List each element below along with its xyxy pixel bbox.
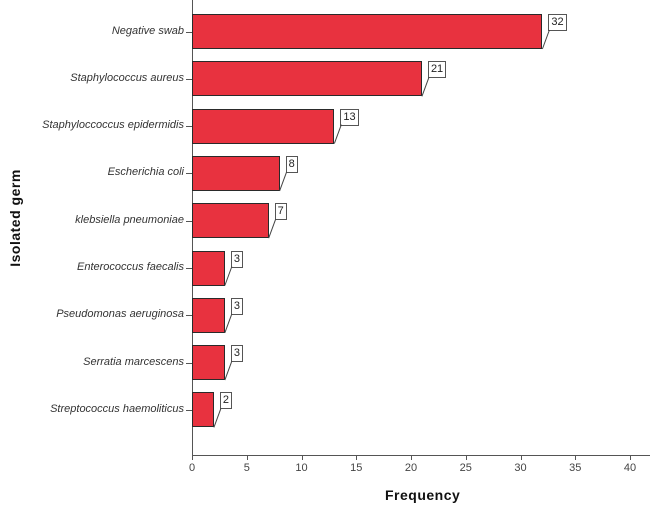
x-axis <box>192 455 650 456</box>
category-label: Pseudomonas aeruginosa <box>56 308 184 321</box>
bar <box>192 297 225 333</box>
x-tick-label: 25 <box>459 462 472 474</box>
bar <box>192 345 225 381</box>
y-tick <box>186 315 192 317</box>
y-axis-title: Isolated germ <box>7 169 23 267</box>
category-label: Staphyloccoccus epidermidis <box>42 119 184 132</box>
data-label: 3 <box>230 297 243 315</box>
x-tick <box>630 455 631 460</box>
x-tick <box>575 455 577 460</box>
bar <box>192 14 543 49</box>
bar <box>192 108 335 144</box>
bar <box>192 61 422 97</box>
bar <box>192 392 214 428</box>
category-label: Streptococcus haemoliticus <box>50 402 184 415</box>
data-label: 3 <box>230 345 243 363</box>
data-label: 8 <box>285 155 298 173</box>
category-label: Serratia marcescens <box>83 355 184 368</box>
y-tick <box>186 173 192 175</box>
y-tick <box>186 31 192 33</box>
bar <box>192 155 280 191</box>
x-tick-label: 0 <box>188 462 196 474</box>
x-tick <box>356 455 358 460</box>
data-label: 21 <box>427 61 447 79</box>
x-tick <box>246 455 248 460</box>
data-label: 7 <box>274 203 287 221</box>
x-axis-title: Frequency <box>385 487 461 503</box>
x-tick-label: 10 <box>295 462 308 474</box>
x-tick-label: 20 <box>404 462 418 474</box>
x-tick <box>465 455 467 460</box>
x-tick <box>520 455 522 460</box>
x-tick-label: 40 <box>623 462 637 474</box>
x-tick <box>411 455 412 460</box>
y-tick <box>186 126 192 128</box>
y-tick <box>186 78 192 80</box>
y-tick <box>186 220 192 222</box>
x-tick <box>301 455 303 460</box>
category-label: Enterococcus faecalis <box>77 261 184 273</box>
x-tick-label: 5 <box>243 462 250 474</box>
data-label: 3 <box>230 250 243 268</box>
bar <box>192 203 269 239</box>
bar <box>192 250 225 286</box>
x-tick-label: 30 <box>514 462 527 474</box>
x-tick-label: 15 <box>350 462 363 474</box>
x-tick <box>192 455 193 460</box>
data-label: 13 <box>340 108 359 126</box>
y-tick <box>186 268 192 269</box>
category-label: Negative swab <box>111 24 184 37</box>
y-tick <box>186 409 192 411</box>
data-label: 32 <box>548 14 567 31</box>
y-tick <box>186 362 192 364</box>
data-label: 2 <box>219 392 233 410</box>
category-label: klebsiella pneumoniae <box>75 213 184 226</box>
category-label: Staphylococcus aureus <box>70 71 184 84</box>
x-tick-label: 35 <box>569 462 582 474</box>
category-label: Escherichia coli <box>107 166 184 179</box>
